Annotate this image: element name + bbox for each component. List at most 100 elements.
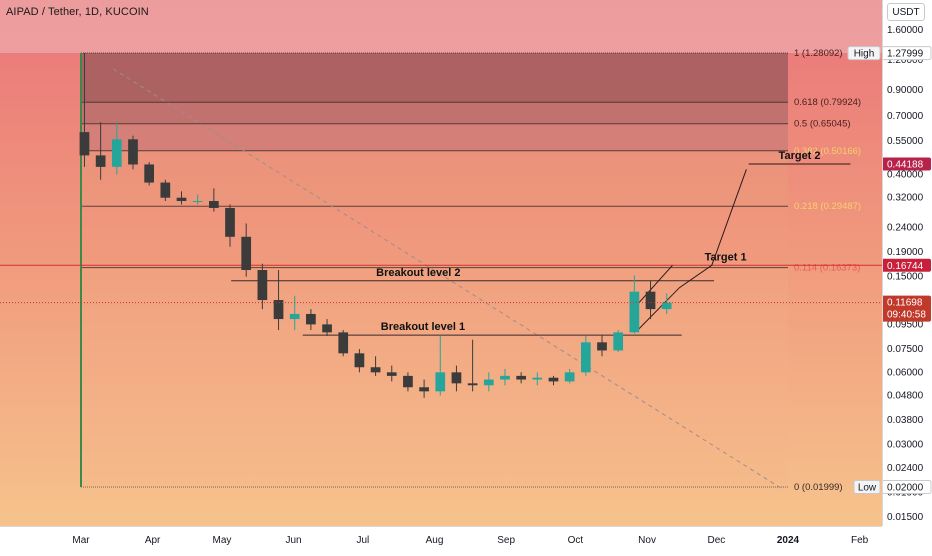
target-1-label: Target 1 <box>705 251 747 263</box>
candle-body <box>548 377 559 382</box>
projection-path <box>637 169 747 331</box>
candle-body <box>111 139 122 167</box>
time-tick: Oct <box>568 535 584 546</box>
time-axis[interactable]: Mar Apr May Jun Jul Aug Sep Oct Nov Dec 2024 Feb <box>0 526 882 551</box>
time-tick: Dec <box>707 535 725 546</box>
candle <box>160 179 171 202</box>
fib-label-0.5: 0.5 (0.65045) <box>794 119 851 130</box>
fib-label-0.618: 0.618 (0.79924) <box>794 97 861 108</box>
candle <box>79 53 90 167</box>
candle <box>532 372 543 386</box>
candle-body <box>386 372 397 376</box>
candle <box>419 379 429 398</box>
candle-body <box>289 313 300 320</box>
price-badge-value: 0.44188 <box>887 160 924 171</box>
candle-body <box>176 197 187 202</box>
candle <box>403 372 413 392</box>
price-tick: 0.04800 <box>887 391 924 402</box>
candle <box>257 263 268 310</box>
candle <box>435 335 446 396</box>
price-tick: 0.01500 <box>887 512 924 523</box>
candle <box>386 365 397 382</box>
candle <box>192 194 203 205</box>
candle-body <box>580 342 591 373</box>
candle <box>176 191 187 205</box>
price-badge <box>881 258 931 272</box>
candle <box>629 275 640 334</box>
candle <box>597 334 607 357</box>
candle <box>95 122 106 180</box>
candle-body <box>435 372 446 392</box>
candle-body <box>419 387 429 392</box>
candle <box>516 372 526 384</box>
candle <box>225 204 235 247</box>
candle <box>564 368 575 384</box>
candle <box>289 295 300 331</box>
candle-body <box>467 383 478 386</box>
fib-label-0.114: 0.114 (0.16373) <box>794 263 860 274</box>
fib-label-0.382: 0.382 (0.50166) <box>794 146 861 157</box>
fib-zone-0.618 <box>81 102 788 124</box>
candle-body <box>192 201 203 203</box>
candle-body <box>273 300 284 320</box>
price-tick: 0.90000 <box>887 85 924 96</box>
descending-trendline <box>113 68 784 491</box>
time-tick: Jul <box>356 535 369 546</box>
candle-body <box>354 353 365 368</box>
candle-body <box>661 302 672 310</box>
candle <box>241 223 252 277</box>
fib-zone-0.5 <box>81 123 788 151</box>
chart-canvas[interactable]: 1 (1.28092) 0.618 (0.79924) 0.5 (0.65045) 0… <box>0 0 882 526</box>
candle <box>467 339 478 392</box>
price-badge-value: 0.02000 <box>887 482 924 493</box>
price-tick: 1.60000 <box>887 25 924 36</box>
candle <box>111 122 122 175</box>
candle <box>451 365 462 392</box>
candle <box>500 368 510 386</box>
candle-body <box>613 332 624 351</box>
candle <box>354 349 365 373</box>
price-tick: 0.03000 <box>887 440 924 451</box>
candle-body <box>95 155 106 167</box>
price-tick: 0.24000 <box>887 223 924 234</box>
time-tick: 2024 <box>777 535 800 546</box>
price-badge <box>881 157 931 171</box>
candle <box>208 188 219 212</box>
price-axis[interactable]: 1.60000 1.20000 0.90000 0.70000 0.55000 0.400… <box>880 0 932 526</box>
price-tick: 0.32000 <box>887 193 924 204</box>
candle <box>128 135 138 170</box>
time-tick: Aug <box>426 535 444 546</box>
candle <box>613 330 624 352</box>
currency-button[interactable]: USDT <box>887 3 925 21</box>
fib-label-1: 1 (1.28092) <box>794 48 843 59</box>
candle <box>273 270 284 331</box>
price-tick: 0.03800 <box>887 415 924 426</box>
candle <box>370 356 381 376</box>
price-badge-value: 0.16744 <box>887 261 924 272</box>
candle-body <box>483 379 494 386</box>
time-tick: Feb <box>851 535 869 546</box>
projection-channel-line <box>632 264 673 310</box>
candle-body <box>306 313 316 325</box>
price-tick: 0.15000 <box>887 272 924 283</box>
target-2-label: Target 2 <box>779 150 821 162</box>
fib-zone-0.114 <box>81 267 788 487</box>
price-tick: 0.19000 <box>887 247 924 258</box>
chart-title: AIPAD / Tether, 1D, KUCOIN <box>6 6 149 18</box>
time-tick: Apr <box>145 535 161 546</box>
price-label-high: High <box>854 49 875 60</box>
candle-body <box>225 207 235 237</box>
price-badge-timer: 09:40:58 <box>887 310 926 321</box>
candle <box>338 330 349 357</box>
candle <box>144 162 155 186</box>
candle-body <box>208 201 219 208</box>
candle-body <box>338 332 349 354</box>
candle-body <box>370 367 381 373</box>
price-badge-value: 1.27999 <box>887 49 924 60</box>
candle-body <box>564 372 575 382</box>
price-label-box <box>853 479 881 494</box>
candle-body <box>128 139 138 165</box>
chart-plot-area[interactable]: 1 (1.28092) 0.618 (0.79924) 0.5 (0.65045) 0… <box>0 0 882 526</box>
price-label-low: Low <box>858 482 877 493</box>
candle-body <box>451 372 462 384</box>
